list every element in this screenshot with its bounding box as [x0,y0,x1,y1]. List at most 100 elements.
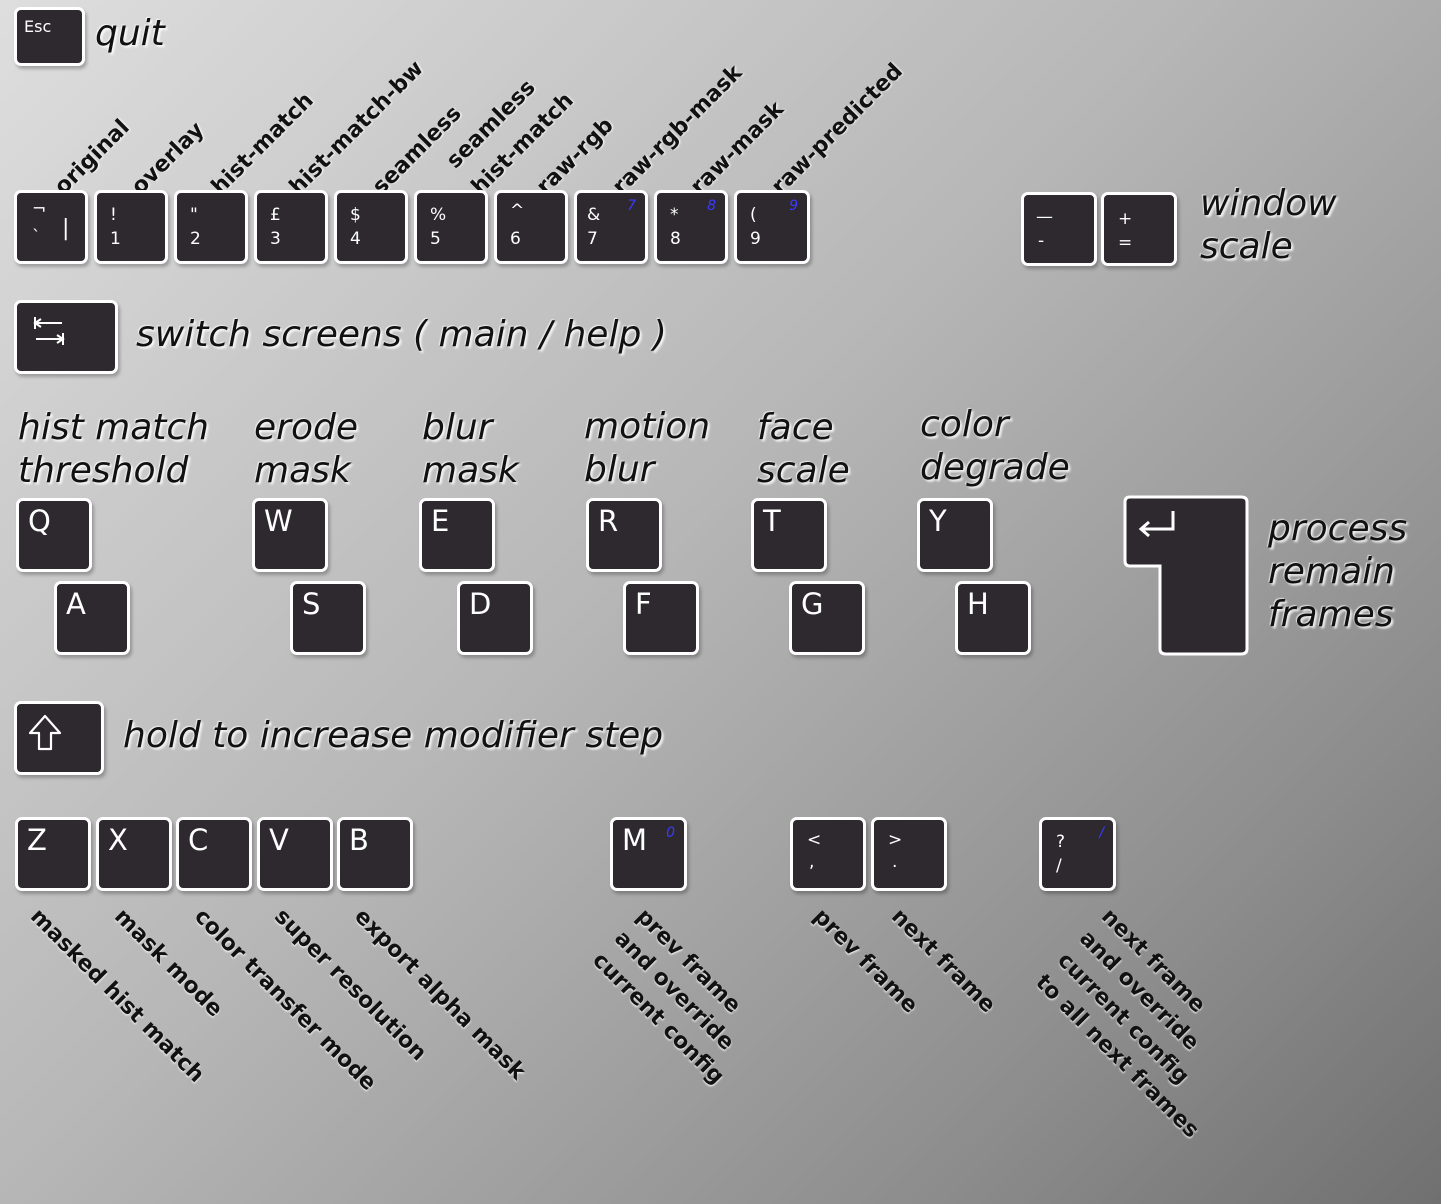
key-period-shift: > [888,830,903,850]
key-6-main: 6 [510,229,521,249]
process-label-2: remain [1268,551,1395,592]
key-minus-bottom: - [1038,231,1045,251]
key-b-label: B [349,823,369,857]
slash-label: next frame and override current config t… [1028,902,1271,1145]
key-backtick-pipe: | [62,216,70,241]
enter-key[interactable] [1121,494,1251,658]
key-x-label: X [108,823,128,857]
key-m-numpad: 0 [666,825,675,841]
key-plus-top: + [1118,209,1133,229]
key-y[interactable]: Y [917,498,993,572]
key-comma[interactable]: < , [790,817,866,891]
key-backtick-main: ` [32,227,41,247]
key-6[interactable]: ^ 6 [494,190,568,264]
window-scale-label-1: window [1200,183,1337,224]
key-s-label: S [302,587,321,621]
key-2-shift: " [190,205,198,225]
key-y-label: Y [929,504,947,538]
mode-label-raw-predicted: raw-predicted [767,58,908,200]
process-label-1: process [1268,508,1408,549]
key-1-main: 1 [110,229,121,249]
shift-key[interactable] [14,701,104,775]
key-8[interactable]: * 8 8 [654,190,728,264]
tab-key[interactable] [14,300,118,374]
key-r-label: R [598,504,619,538]
key-period[interactable]: > . [871,817,947,891]
key-7-shift: & [587,205,601,225]
key-5[interactable]: % 5 [414,190,488,264]
key-z[interactable]: Z [15,817,91,891]
process-label-3: frames [1268,594,1394,635]
key-d[interactable]: D [457,581,533,655]
key-m-label: M [622,823,648,857]
key-1[interactable]: ! 1 [94,190,168,264]
key-e[interactable]: E [419,498,495,572]
key-9-shift: ( [750,205,757,225]
esc-key[interactable]: Esc [14,7,85,66]
key-2-main: 2 [190,229,201,249]
key-1-shift: ! [110,205,117,225]
key-slash-numpad: / [1099,825,1104,841]
key-w-label: W [264,504,293,538]
key-f-label: F [635,587,652,621]
key-backtick-shift: ¬ [32,199,47,219]
key-8-main: 8 [670,229,681,249]
key-w[interactable]: W [252,498,328,572]
key-5-shift: % [430,205,447,225]
tab-icon [33,317,65,345]
esc-key-label: Esc [24,17,52,36]
key-c-label: C [188,823,209,857]
key-c[interactable]: C [176,817,252,891]
adjuster-label-erode-2: mask [254,450,351,491]
key-b[interactable]: B [337,817,413,891]
key-s[interactable]: S [290,581,366,655]
key-m[interactable]: M 0 [610,817,687,891]
key-h[interactable]: H [955,581,1031,655]
key-8-shift: * [670,205,679,225]
key-7-numpad: 7 [627,198,636,214]
key-plus[interactable]: + = [1101,192,1177,266]
key-slash[interactable]: ? / / [1039,817,1116,891]
mode-label-raw-rgb-mask: raw-rgb-mask [608,60,748,200]
window-scale-label-2: scale [1200,226,1293,267]
key-backtick[interactable]: ¬ ` | [14,190,88,264]
key-7[interactable]: & 7 7 [574,190,648,264]
adjuster-label-face-1: face [757,407,834,448]
key-t-label: T [763,504,781,538]
key-3[interactable]: £ 3 [254,190,328,264]
switch-screens-label: switch screens ( main / help ) [136,314,667,355]
key-8-numpad: 8 [707,198,716,214]
key-plus-bottom: = [1118,233,1133,253]
m-label: prev frame and override current config [585,902,775,1092]
adjuster-label-face-2: scale [757,450,850,491]
key-q[interactable]: Q [16,498,92,572]
key-d-label: D [469,587,492,621]
adjuster-label-hist-match-2: threshold [18,450,189,491]
key-v[interactable]: V [257,817,333,891]
key-4-main: 4 [350,229,361,249]
key-e-label: E [431,504,450,538]
key-z-label: Z [27,823,47,857]
key-g[interactable]: G [789,581,865,655]
key-9-main: 9 [750,229,761,249]
adjuster-label-hist-match-1: hist match [18,407,209,448]
adjuster-label-erode-1: erode [254,407,358,448]
key-comma-shift: < [807,830,822,850]
enter-icon [1138,511,1175,538]
key-a[interactable]: A [54,581,130,655]
key-slash-shift: ? [1056,832,1066,852]
shift-label: hold to increase modifier step [123,715,664,756]
key-period-main: . [892,852,898,872]
key-r[interactable]: R [586,498,662,572]
adjuster-label-blur-1: blur [422,407,493,448]
key-f[interactable]: F [623,581,699,655]
key-4[interactable]: $ 4 [334,190,408,264]
key-x[interactable]: X [96,817,172,891]
key-3-main: 3 [270,229,281,249]
key-5-main: 5 [430,229,441,249]
key-9[interactable]: ( 9 9 [734,190,810,264]
key-2[interactable]: " 2 [174,190,248,264]
key-minus[interactable]: — - [1021,192,1097,266]
shift-icon [28,714,62,751]
key-t[interactable]: T [751,498,827,572]
